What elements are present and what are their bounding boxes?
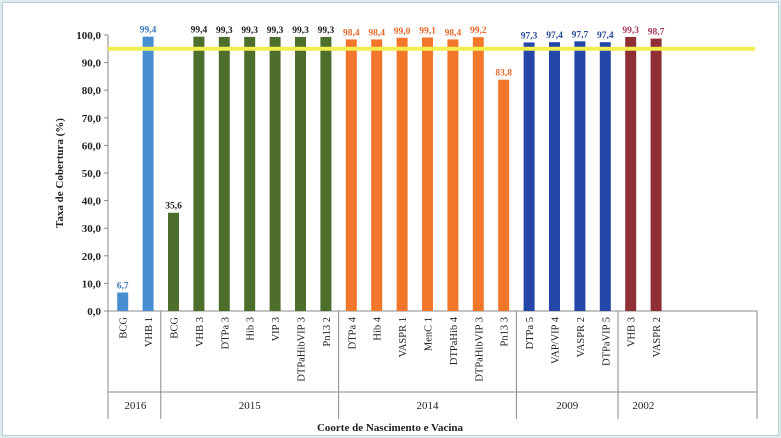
bar	[244, 36, 256, 311]
category-label: Pn13 2	[322, 317, 333, 346]
y-tick-label: 80,0	[82, 85, 102, 97]
bar	[472, 37, 484, 311]
bar	[345, 39, 357, 311]
bar	[193, 36, 205, 311]
bar-value-label: 98,4	[445, 28, 462, 38]
bar	[422, 37, 433, 311]
bar-value-label: 99,2	[470, 26, 487, 36]
bar	[549, 42, 560, 312]
category-label: VHB 3	[627, 317, 638, 347]
category-label: DTPaHibVIP 3	[474, 317, 485, 382]
bar	[371, 39, 383, 311]
y-axis-title: Taxa de Cobertura (%)	[54, 118, 66, 228]
bar-value-label: 98,7	[648, 28, 665, 38]
group-label: 2016	[124, 400, 147, 412]
bar-value-label: 99,1	[419, 26, 436, 36]
category-label: DTPa 3	[220, 317, 231, 349]
y-tick-label: 0,0	[87, 306, 101, 318]
y-tick-label: 90,0	[82, 58, 102, 70]
y-tick-label: 10,0	[82, 278, 102, 290]
bar-value-label: 97,7	[572, 30, 589, 40]
category-label: VHB 1	[144, 317, 155, 347]
bar-value-label: 99,3	[622, 26, 639, 36]
x-axis-title: Coorte de Nascimento e Vacina	[317, 422, 464, 434]
bar-value-label: 35,6	[165, 202, 182, 212]
bar	[574, 41, 586, 312]
category-label: MenC 1	[424, 317, 435, 351]
y-tick-label: 40,0	[82, 196, 102, 208]
category-label: Hib 3	[246, 317, 257, 341]
y-tick-label: 100,0	[76, 30, 101, 42]
bar-value-label: 99,3	[216, 26, 233, 36]
group-label: 2002	[632, 400, 654, 412]
bar-value-label: 99,3	[267, 26, 284, 36]
bar	[269, 36, 281, 311]
bar	[650, 38, 662, 311]
category-label: VIP 3	[271, 317, 282, 341]
bar	[295, 36, 306, 311]
category-label: DTPa 4	[347, 316, 358, 349]
bar	[168, 212, 179, 311]
bar	[599, 42, 611, 312]
category-label: VASPR 1	[398, 317, 409, 357]
group-label: 2009	[556, 400, 579, 412]
category-label: VHB 3	[195, 317, 206, 347]
category-label: Hib 4	[373, 316, 384, 340]
bar-value-label: 97,4	[597, 31, 614, 41]
category-label: DTPaHibVIP 3	[297, 317, 308, 382]
category-label: BCG	[170, 317, 181, 339]
group-label: 2014	[417, 400, 440, 412]
category-label: BCG	[119, 317, 130, 339]
bar-value-label: 98,4	[368, 28, 385, 38]
bar	[447, 39, 459, 311]
category-label: VASPR 2	[652, 317, 663, 357]
bar-value-label: 99,4	[140, 26, 157, 36]
bar-value-label: 83,8	[495, 69, 512, 79]
bar	[218, 36, 230, 311]
y-tick-label: 70,0	[82, 113, 102, 125]
bar	[625, 36, 637, 311]
bar-value-label: 99,4	[191, 26, 208, 36]
y-tick-label: 50,0	[82, 168, 102, 180]
y-tick-label: 60,0	[82, 140, 102, 152]
category-label: VAP/VIP 4	[551, 316, 562, 364]
bar	[320, 36, 332, 311]
category-label: DTPa 5	[525, 317, 536, 349]
bar	[523, 42, 535, 312]
bar-value-label: 97,3	[521, 31, 538, 41]
category-label: DTPaVIP 5	[601, 317, 612, 366]
bar	[142, 36, 154, 311]
bar-value-label: 99,3	[241, 26, 258, 36]
bar-value-label: 98,4	[343, 28, 360, 38]
bar-value-label: 99,3	[318, 26, 335, 36]
y-tick-label: 30,0	[82, 223, 102, 235]
category-label: DTPaHib 4	[449, 316, 460, 365]
bar-value-label: 6,7	[117, 282, 129, 292]
bar	[498, 79, 510, 311]
y-tick-label: 20,0	[82, 251, 102, 263]
category-label: VASPR 2	[576, 317, 587, 357]
bar-value-label: 99,0	[394, 27, 411, 37]
category-label: Pn13 3	[500, 317, 511, 346]
bar-value-label: 97,4	[546, 31, 563, 41]
group-label: 2015	[239, 400, 262, 412]
bar-value-label: 99,3	[292, 26, 309, 36]
bar	[396, 37, 408, 311]
bar	[117, 292, 129, 311]
